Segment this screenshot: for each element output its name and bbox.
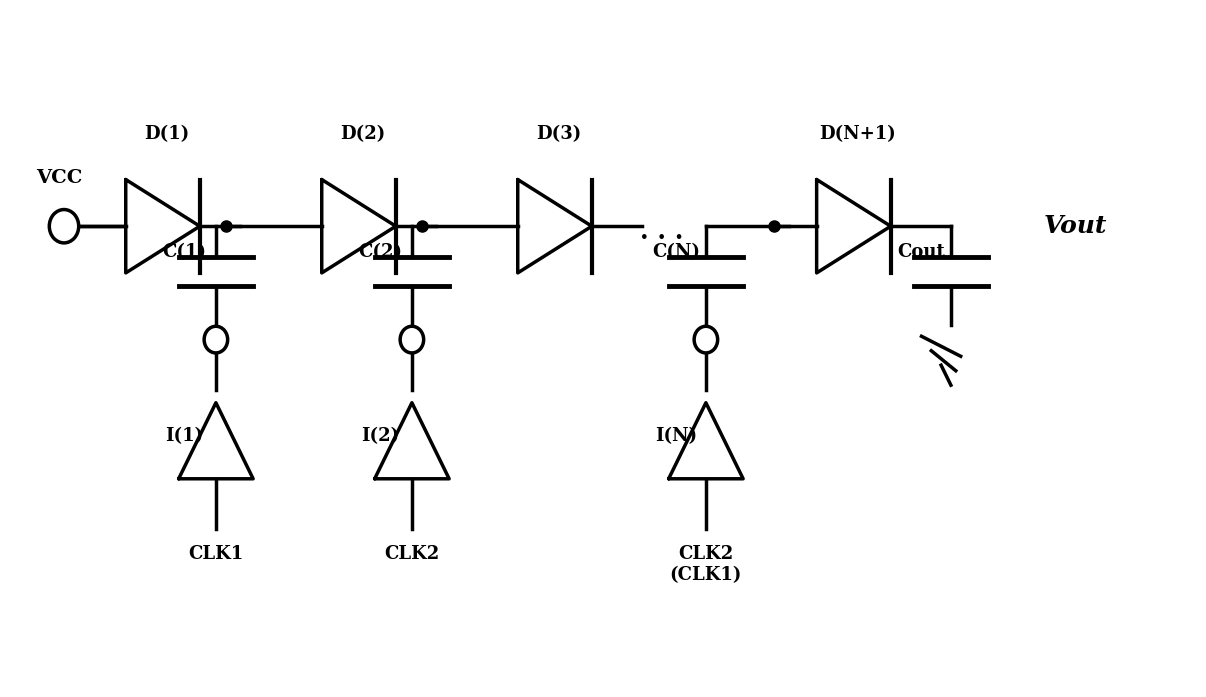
Text: CLK1: CLK1 [188,546,244,563]
Text: C(N): C(N) [652,243,699,261]
Text: VCC: VCC [36,169,82,187]
Text: . . .: . . . [640,220,684,244]
Text: D(2): D(2) [340,125,386,143]
Text: C(2): C(2) [358,243,402,261]
Text: D(1): D(1) [145,125,189,143]
Text: Vout: Vout [1044,214,1107,238]
Text: CLK2: CLK2 [385,546,439,563]
Text: D(3): D(3) [537,125,581,143]
Text: Cout: Cout [897,243,944,261]
Text: I(2): I(2) [361,427,399,445]
Text: C(1): C(1) [162,243,206,261]
Text: I(N): I(N) [655,427,697,445]
Text: I(1): I(1) [165,427,203,445]
Text: D(N+1): D(N+1) [819,125,896,143]
Text: CLK2
(CLK1): CLK2 (CLK1) [669,546,742,584]
